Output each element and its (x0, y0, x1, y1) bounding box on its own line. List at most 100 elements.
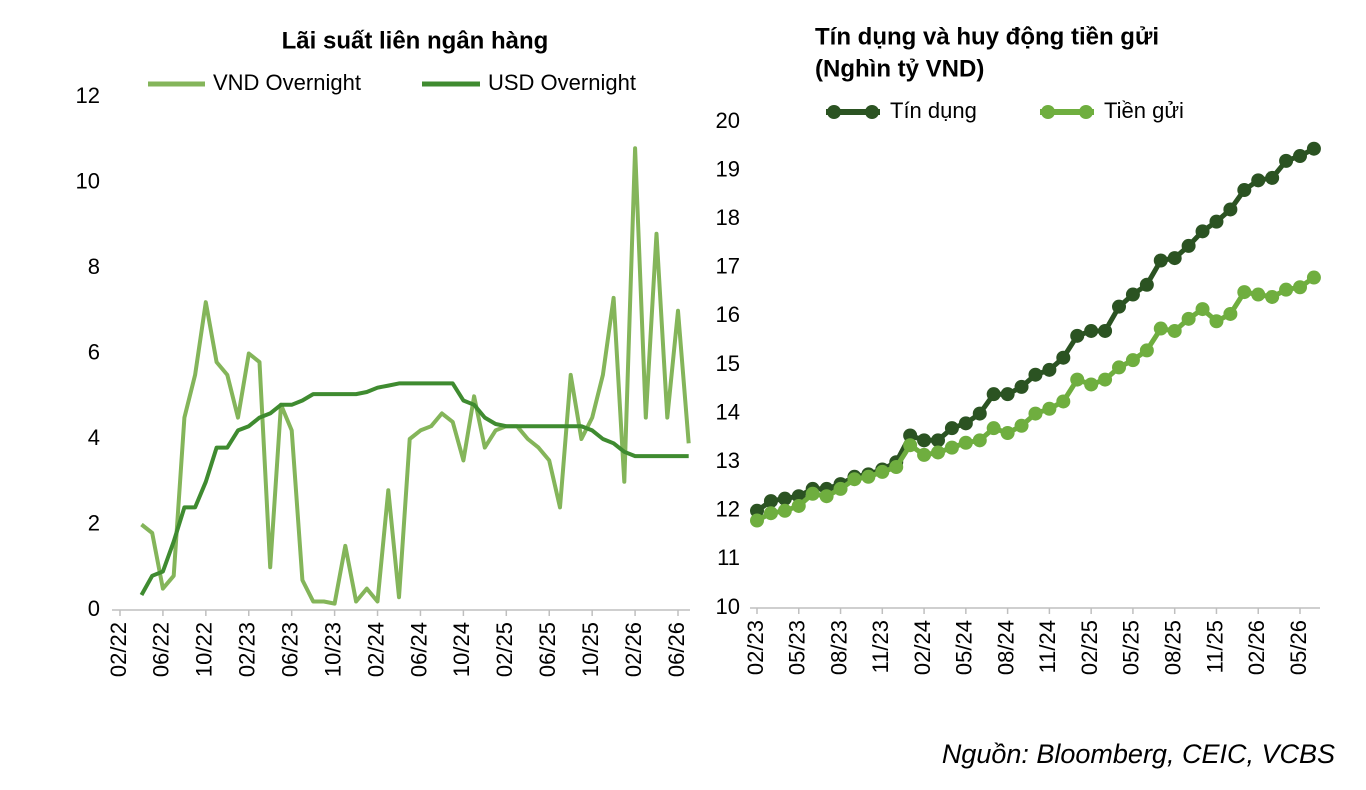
point-marker (1098, 372, 1113, 387)
point-marker (1293, 280, 1307, 295)
x-tick-label: 05/26 (1286, 620, 1311, 675)
point-marker (1070, 328, 1085, 343)
point-marker (1139, 277, 1154, 292)
point-marker (1028, 406, 1043, 421)
legend-marker (1041, 105, 1055, 119)
point-marker (1153, 321, 1168, 336)
series-line (140, 146, 691, 606)
x-tick-label: 02/24 (910, 620, 935, 675)
x-tick-label: 02/25 (1077, 620, 1102, 675)
point-marker (1237, 183, 1252, 198)
y-tick-label: 16 (716, 302, 740, 327)
y-tick-label: 10 (76, 168, 100, 193)
point-marker (1167, 323, 1182, 338)
point-marker (1014, 418, 1029, 433)
x-tick-label: 11/23 (868, 620, 893, 673)
point-marker (1223, 202, 1238, 217)
x-tick-label: 02/25 (492, 622, 517, 677)
point-marker (1125, 353, 1140, 368)
x-tick-label: 08/23 (826, 620, 851, 675)
point-marker (903, 428, 918, 443)
point-marker (1209, 314, 1224, 329)
point-marker (833, 481, 848, 496)
x-tick-label: 06/24 (406, 622, 431, 677)
y-tick-label: 8 (88, 254, 100, 279)
chart-title: Lãi suất liên ngân hàng (282, 27, 549, 54)
y-tick-label: 12 (76, 83, 100, 108)
legend-marker (1079, 105, 1093, 119)
point-marker (986, 421, 1001, 436)
point-marker (1181, 238, 1196, 253)
point-marker (986, 387, 1001, 402)
x-tick-label: 02/23 (743, 620, 768, 675)
point-marker (931, 445, 945, 460)
point-marker (750, 513, 764, 528)
point-marker (1237, 285, 1252, 300)
point-marker (1070, 372, 1085, 387)
point-marker (1223, 306, 1238, 321)
point-marker (1265, 170, 1280, 185)
legend-marker (827, 105, 841, 119)
point-marker (917, 433, 932, 448)
x-tick-label: 02/26 (1244, 620, 1269, 675)
point-marker (1112, 299, 1126, 314)
legend-label: Tiền gửi (1104, 98, 1184, 123)
point-marker (819, 489, 834, 504)
point-marker (1056, 394, 1071, 409)
point-marker (1084, 323, 1099, 338)
y-tick-label: 4 (88, 425, 100, 450)
x-tick-label: 10/25 (578, 622, 603, 677)
point-marker (917, 447, 932, 462)
point-marker (958, 416, 973, 431)
y-tick-label: 19 (716, 156, 740, 181)
point-marker (1209, 214, 1224, 229)
x-tick-label: 06/23 (278, 622, 303, 677)
point-marker (1042, 401, 1057, 416)
point-marker (889, 460, 904, 475)
point-marker (1000, 387, 1015, 402)
x-tick-label: 06/25 (535, 622, 560, 677)
x-tick-label: 06/22 (149, 622, 174, 677)
legend-label: VND Overnight (213, 70, 361, 95)
y-tick-label: 2 (88, 510, 100, 535)
point-marker (1000, 426, 1015, 441)
point-marker (944, 421, 959, 436)
chart-subtitle: (Nghìn tỷ VND) (815, 55, 984, 82)
y-tick-label: 20 (716, 108, 740, 133)
x-tick-label: 11/24 (1035, 620, 1060, 673)
point-marker (1056, 350, 1071, 365)
y-tick-label: 12 (716, 497, 740, 522)
legend-label: USD Overnight (488, 70, 636, 95)
point-marker (1279, 282, 1294, 297)
x-tick-label: 08/25 (1161, 620, 1186, 675)
point-marker (861, 469, 876, 484)
point-marker (1265, 289, 1280, 304)
x-tick-label: 10/24 (449, 622, 474, 677)
y-tick-label: 17 (716, 254, 740, 279)
x-tick-label: 02/23 (235, 622, 260, 677)
point-marker (777, 503, 792, 518)
y-tick-label: 6 (88, 339, 100, 364)
legend-label: Tín dụng (890, 98, 977, 123)
point-marker (944, 440, 959, 455)
point-marker (750, 503, 764, 518)
y-tick-label: 15 (716, 351, 740, 376)
point-marker (958, 435, 973, 450)
point-marker (763, 494, 778, 509)
series-line (139, 381, 689, 596)
point-marker (1014, 379, 1029, 394)
point-marker (875, 464, 890, 479)
x-tick-label: 02/26 (621, 622, 646, 677)
y-tick-label: 11 (717, 545, 740, 570)
y-tick-label: 14 (716, 399, 740, 424)
point-marker (805, 486, 820, 501)
x-tick-label: 10/23 (320, 622, 345, 677)
chart-title: Tín dụng và huy động tiền gửi (815, 23, 1159, 50)
point-marker (1167, 251, 1182, 266)
point-marker (931, 433, 945, 448)
point-marker (1042, 362, 1057, 377)
x-tick-label: 05/25 (1119, 620, 1144, 675)
point-marker (1181, 311, 1196, 326)
point-marker (1084, 377, 1099, 392)
